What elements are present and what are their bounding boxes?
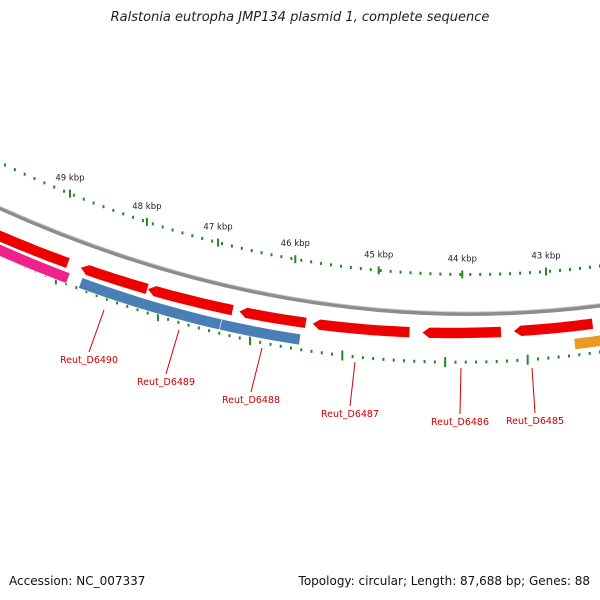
map-title: Ralstonia eutropha JMP134 plasmid 1, com… [110, 10, 490, 25]
gene-label-line [459, 367, 462, 415]
sequence-summary: Topology: circular; Length: 87,688 bp; G… [298, 574, 590, 588]
gene-label: Reut_D6485 [506, 416, 564, 427]
forward-gene-arrow [421, 326, 502, 339]
scale-labels: 49 kbp 48 kbp 47 kbp 46 kbp 45 kbp 44 kbp 43 k… [55, 174, 560, 265]
forward-gene-arrow [513, 317, 594, 337]
gene-labels: Reut_D6490 Reut_D6489 Reut_D6488 Reut_D6487… [60, 355, 564, 428]
scale-label: 45 kbp [364, 250, 393, 260]
scale-label: 49 kbp [55, 174, 84, 184]
gene-label-line [250, 347, 263, 393]
scale-label: 48 kbp [132, 202, 161, 212]
gene-label: Reut_D6488 [222, 395, 280, 406]
pink-gene-block [0, 243, 71, 284]
outer-scale-ticks [4, 163, 600, 279]
gene-label: Reut_D6487 [321, 409, 379, 420]
forward-strand-genes [0, 229, 594, 339]
forward-gene-arrow [147, 285, 235, 316]
orange-gene-block [573, 334, 600, 350]
inner-scale-ticks [4, 255, 600, 368]
accession-number: Accession: NC_007337 [9, 574, 146, 588]
reverse-strand-genes [0, 243, 600, 350]
scale-label: 44 kbp [448, 254, 477, 264]
plasmid-backbone-highlight [0, 205, 600, 313]
gene-label-line [531, 367, 536, 414]
scale-label: 43 kbp [531, 252, 560, 262]
forward-gene-arrow [311, 318, 411, 338]
gene-label: Reut_D6486 [431, 417, 489, 428]
gene-label-line [88, 309, 105, 353]
reverse-gene-block [219, 318, 302, 346]
forward-gene-arrow [0, 229, 71, 269]
gene-label: Reut_D6489 [137, 377, 195, 388]
plasmid-backbone [0, 206, 600, 316]
gene-label-line [349, 361, 356, 407]
gene-label: Reut_D6490 [60, 355, 118, 366]
forward-gene-arrow [238, 307, 308, 329]
gene-label-lines [88, 309, 536, 415]
scale-label: 47 kbp [203, 223, 232, 233]
scale-label: 46 kbp [281, 239, 310, 249]
gene-label-line [165, 329, 180, 375]
